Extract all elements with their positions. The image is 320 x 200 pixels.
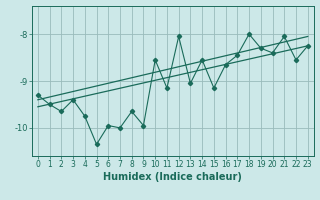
X-axis label: Humidex (Indice chaleur): Humidex (Indice chaleur) xyxy=(103,172,242,182)
